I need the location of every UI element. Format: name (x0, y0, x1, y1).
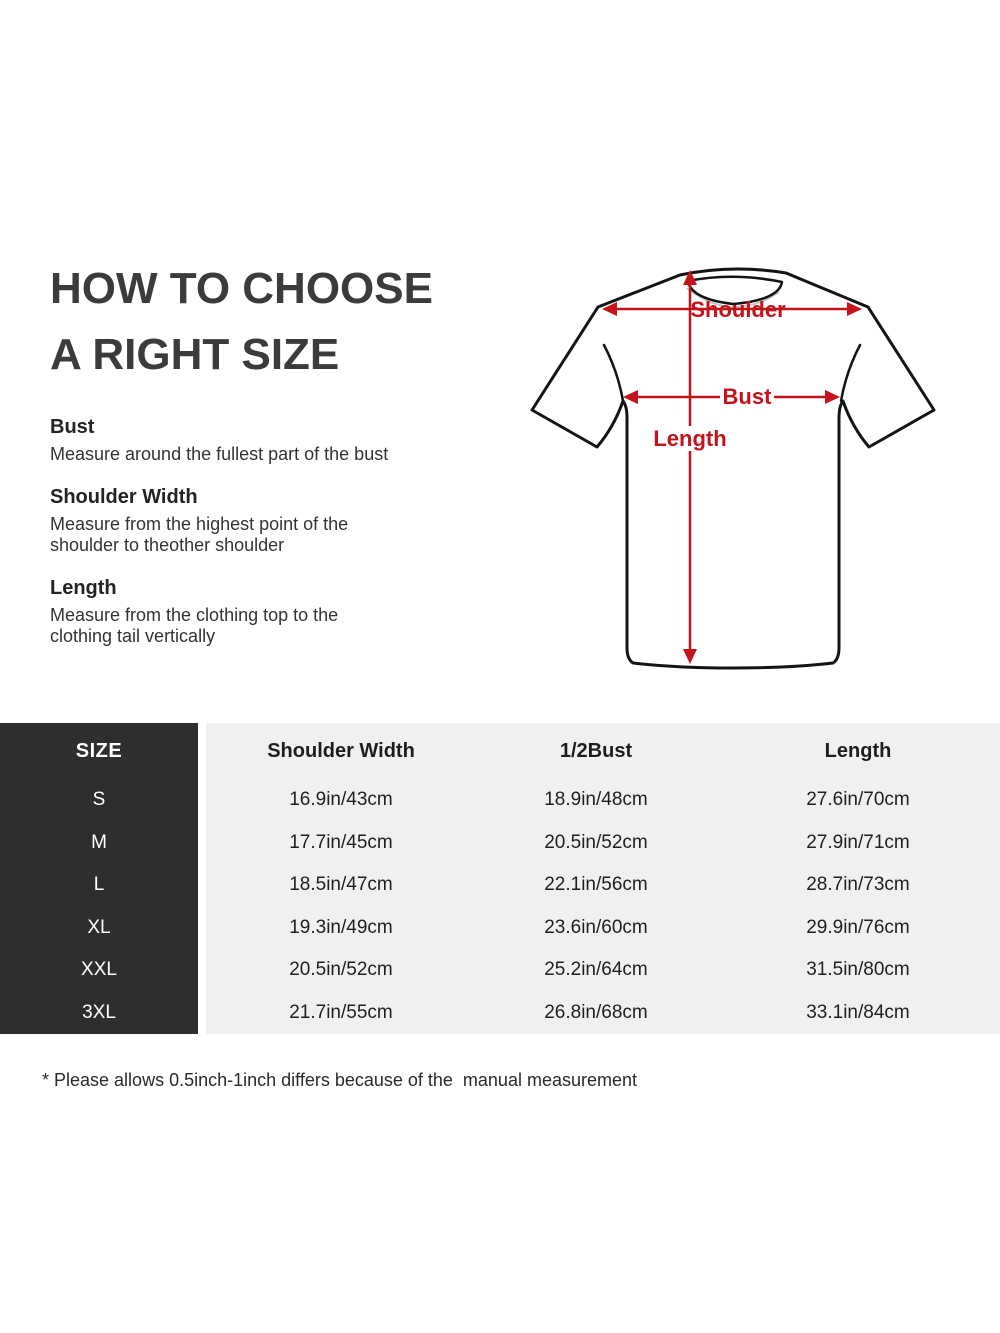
table-cell-length: 27.6in/70cm (806, 789, 910, 811)
instruction-shoulder-width: Shoulder Width Measure from the highest … (50, 484, 490, 556)
table-cell-bust: 22.1in/56cm (544, 874, 648, 896)
instruction-bust: Bust Measure around the fullest part of … (50, 414, 490, 465)
page-title-line1: HOW TO CHOOSE (50, 264, 433, 313)
size-table: SIZE S M L XL XXL 3XL Shoulder Width 1/2Bust … (0, 723, 1000, 1034)
instruction-bust-heading: Bust (50, 416, 95, 438)
measuring-instructions: Bust Measure around the fullest part of … (50, 414, 490, 666)
table-cell-shoulder: 20.5in/52cm (289, 959, 393, 981)
length-arrow-label: Length (653, 426, 726, 451)
size-label: XXL (81, 959, 117, 981)
measurement-disclaimer: * Please allows 0.5inch-1inch differs be… (42, 1070, 638, 1090)
table-row: 16.9in/43cm 18.9in/48cm 27.6in/70cm (206, 779, 1000, 822)
table-row: 19.3in/49cm 23.6in/60cm 29.9in/76cm (206, 907, 1000, 950)
instruction-length-text: Measure from the clothing top to the clo… (50, 605, 339, 646)
table-cell-shoulder: 18.5in/47cm (289, 874, 393, 896)
table-cell-bust: 20.5in/52cm (544, 831, 648, 853)
table-cell-bust: 26.8in/68cm (544, 1001, 648, 1023)
instruction-bust-text: Measure around the fullest part of the b… (50, 444, 389, 464)
instruction-shoulder-text: Measure from the highest point of the sh… (50, 514, 349, 555)
table-cell-length: 27.9in/71cm (806, 831, 910, 853)
shoulder-arrow (602, 302, 862, 316)
instruction-length-heading: Length (50, 577, 117, 599)
table-cell-shoulder: 16.9in/43cm (289, 789, 393, 811)
table-cell-shoulder: 21.7in/55cm (289, 1001, 393, 1023)
tshirt-collar (686, 275, 784, 306)
table-cell-length: 29.9in/76cm (806, 916, 910, 938)
table-rows: 16.9in/43cm 18.9in/48cm 27.6in/70cm 17.7in/… (206, 779, 1000, 1034)
size-column-rows: S M L XL XXL 3XL (0, 779, 198, 1034)
column-header-shoulder-width: Shoulder Width (267, 739, 415, 762)
table-row: 18.5in/47cm 22.1in/56cm 28.7in/73cm (206, 864, 1000, 907)
table-cell-bust: 25.2in/64cm (544, 959, 648, 981)
page-title-line2: A RIGHT SIZE (50, 330, 340, 379)
size-label: 3XL (82, 1001, 116, 1023)
tshirt-outline (530, 267, 936, 670)
length-label-background (653, 426, 727, 451)
table-cell-length: 33.1in/84cm (806, 1001, 910, 1023)
table-row: 20.5in/52cm 25.2in/64cm 31.5in/80cm (206, 949, 1000, 992)
size-label: L (93, 874, 105, 896)
table-header-row: Shoulder Width 1/2Bust Length (206, 723, 1000, 779)
size-label: M (91, 831, 107, 853)
tshirt-measurement-diagram: Shoulder Bust Length (530, 267, 936, 670)
right-sleeve-seam (839, 343, 862, 403)
table-cell-shoulder: 19.3in/49cm (289, 916, 393, 938)
table-cell-shoulder: 17.7in/45cm (289, 831, 393, 853)
table-cell-bust: 23.6in/60cm (544, 916, 648, 938)
table-cell-length: 28.7in/73cm (806, 874, 910, 896)
table-values-area: Shoulder Width 1/2Bust Length 16.9in/43c… (206, 723, 1000, 1034)
size-column: SIZE S M L XL XXL 3XL (0, 723, 198, 1034)
table-cell-length: 31.5in/80cm (806, 959, 910, 981)
bust-arrow-label: Bust (723, 384, 773, 409)
table-row: 21.7in/55cm 26.8in/68cm 33.1in/84cm (206, 992, 1000, 1035)
instruction-shoulder-heading: Shoulder Width (50, 486, 198, 508)
shoulder-arrow-label: Shoulder (690, 297, 786, 322)
column-header-length: Length (824, 739, 892, 762)
table-cell-bust: 18.9in/48cm (544, 789, 648, 811)
column-header-half-bust: 1/2Bust (559, 739, 633, 762)
length-arrow (683, 270, 697, 664)
size-label: S (92, 789, 106, 811)
bust-label-background (720, 385, 774, 408)
page-title: HOW TO CHOOSE A RIGHT SIZE (50, 256, 520, 388)
instruction-length: Length Measure from the clothing top to … (50, 575, 490, 647)
size-column-header: SIZE (75, 739, 123, 762)
left-sleeve-seam (602, 343, 625, 403)
table-row: 17.7in/45cm 20.5in/52cm 27.9in/71cm (206, 822, 1000, 865)
size-label: XL (87, 916, 111, 938)
collar-shadow (686, 287, 780, 309)
